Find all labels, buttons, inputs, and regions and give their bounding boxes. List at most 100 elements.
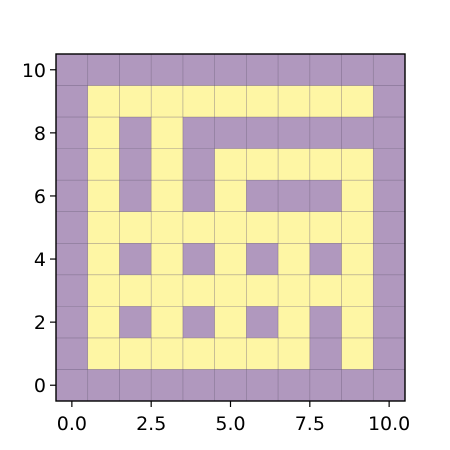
path-cell	[341, 180, 374, 212]
path-cell	[341, 211, 374, 244]
path-cell	[119, 274, 152, 307]
wall-cell	[56, 54, 88, 86]
wall-cell	[56, 243, 88, 275]
path-cell	[278, 148, 310, 181]
wall-cell	[56, 337, 88, 370]
wall-cell	[373, 274, 405, 307]
wall-cell	[373, 211, 405, 244]
path-cell	[214, 274, 247, 307]
path-cell	[87, 243, 120, 275]
wall-cell	[119, 117, 152, 149]
wall-cell	[214, 54, 247, 86]
wall-cell	[182, 369, 215, 401]
wall-cell	[119, 306, 152, 338]
path-cell	[278, 306, 310, 338]
x-tick-label: 10.0	[368, 413, 410, 435]
path-cell	[182, 85, 215, 118]
wall-cell	[341, 54, 374, 86]
path-cell	[246, 148, 279, 181]
y-tick-label: 0	[34, 375, 46, 397]
wall-cell	[278, 180, 310, 212]
path-cell	[119, 211, 152, 244]
path-cell	[151, 243, 183, 275]
wall-cell	[214, 369, 247, 401]
wall-cell	[373, 117, 405, 149]
x-tick-label: 2.5	[136, 413, 166, 435]
path-cell	[278, 274, 310, 307]
wall-cell	[87, 369, 120, 401]
path-cell	[87, 337, 120, 370]
wall-cell	[309, 54, 342, 86]
wall-cell	[182, 54, 215, 86]
wall-cell	[309, 243, 342, 275]
path-cell	[246, 85, 279, 118]
path-cell	[214, 243, 247, 275]
path-cell	[278, 211, 310, 244]
wall-cell	[56, 85, 88, 118]
path-cell	[151, 337, 183, 370]
path-cell	[151, 306, 183, 338]
wall-cell	[56, 148, 88, 181]
path-cell	[151, 148, 183, 181]
wall-cell	[309, 117, 342, 149]
path-cell	[341, 274, 374, 307]
path-cell	[87, 274, 120, 307]
wall-cell	[373, 180, 405, 212]
path-cell	[341, 85, 374, 118]
path-cell	[119, 85, 152, 118]
wall-cell	[182, 148, 215, 181]
wall-cell	[182, 180, 215, 212]
path-cell	[214, 211, 247, 244]
wall-cell	[341, 369, 374, 401]
path-cell	[87, 306, 120, 338]
wall-cell	[246, 369, 279, 401]
path-cell	[278, 337, 310, 370]
y-tick-label: 2	[34, 312, 46, 334]
path-cell	[309, 85, 342, 118]
path-cell	[309, 148, 342, 181]
wall-cell	[309, 180, 342, 212]
x-tick-label: 7.5	[295, 413, 325, 435]
y-tick-label: 10	[22, 60, 46, 82]
path-cell	[151, 85, 183, 118]
path-cell	[214, 148, 247, 181]
wall-cell	[56, 117, 88, 149]
path-cell	[246, 274, 279, 307]
wall-cell	[341, 117, 374, 149]
wall-cell	[246, 306, 279, 338]
y-tick-label: 6	[34, 186, 46, 208]
wall-cell	[56, 211, 88, 244]
wall-cell	[373, 148, 405, 181]
wall-cell	[182, 243, 215, 275]
path-cell	[309, 211, 342, 244]
wall-cell	[246, 117, 279, 149]
path-cell	[87, 148, 120, 181]
path-cell	[87, 85, 120, 118]
wall-cell	[87, 54, 120, 86]
path-cell	[182, 274, 215, 307]
path-cell	[341, 243, 374, 275]
path-cell	[214, 306, 247, 338]
path-cell	[246, 337, 279, 370]
path-cell	[87, 117, 120, 149]
path-cell	[119, 337, 152, 370]
y-tick-label: 4	[34, 249, 46, 271]
path-cell	[341, 148, 374, 181]
wall-cell	[373, 243, 405, 275]
path-cell	[151, 117, 183, 149]
wall-cell	[151, 54, 183, 86]
path-cell	[278, 243, 310, 275]
wall-cell	[214, 117, 247, 149]
path-cell	[341, 306, 374, 338]
wall-cell	[373, 337, 405, 370]
wall-cell	[278, 54, 310, 86]
heatmap-cells	[56, 54, 405, 401]
x-axis: 0.0 2.5 5.0 7.5 10.0	[57, 401, 410, 435]
wall-cell	[119, 54, 152, 86]
wall-cell	[278, 117, 310, 149]
wall-cell	[309, 306, 342, 338]
x-tick-label: 0.0	[57, 413, 87, 435]
wall-cell	[373, 306, 405, 338]
wall-cell	[119, 148, 152, 181]
